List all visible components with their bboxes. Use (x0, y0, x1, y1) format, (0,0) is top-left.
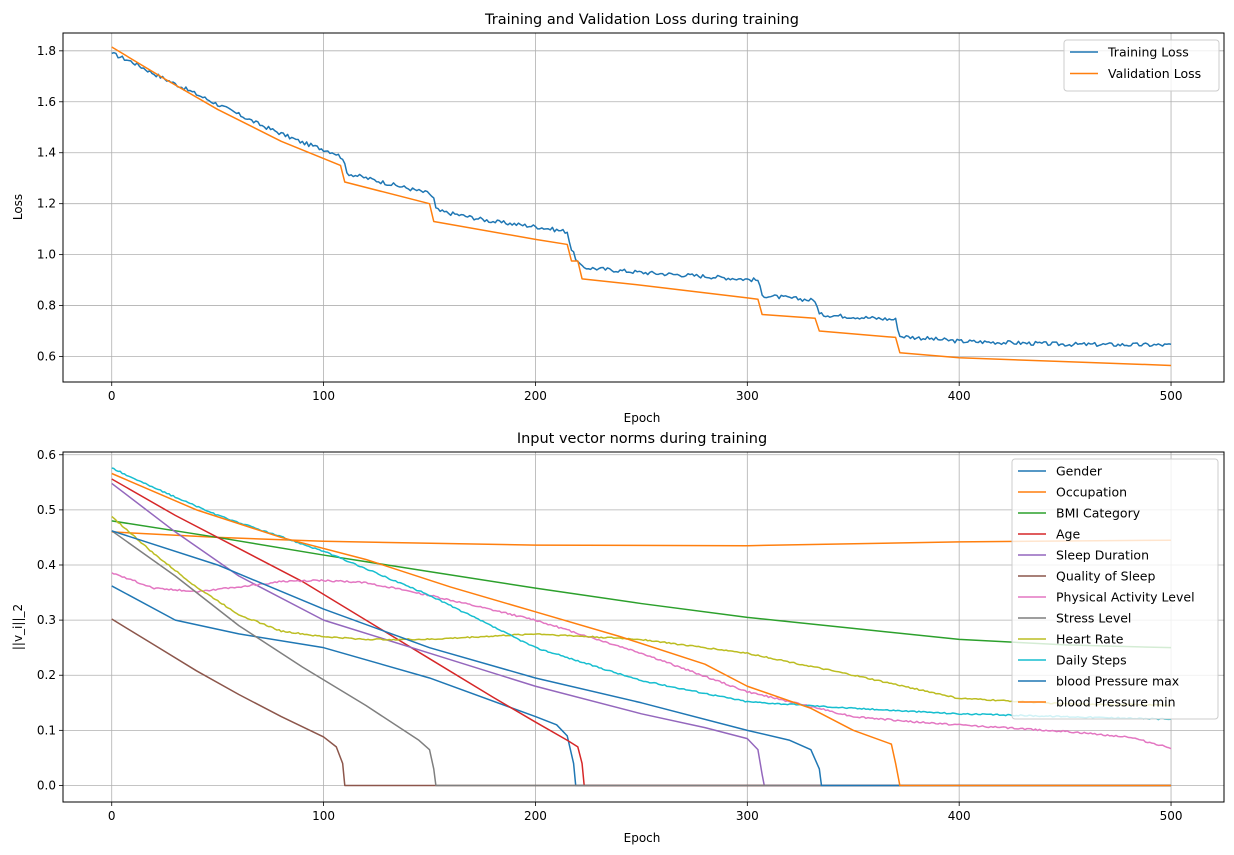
legend-label: Training Loss (1107, 45, 1189, 60)
y-tick-label: 0.0 (37, 778, 56, 792)
loss-chart-legend: Training Loss Validation Loss (1063, 39, 1220, 92)
series-line (111, 618, 1172, 787)
legend-label: Quality of Sleep (1056, 569, 1155, 584)
norms-chart-title: Input vector norms during training (517, 431, 767, 447)
norms-chart-frame (62, 451, 1225, 803)
x-tick-label: 500 (1160, 389, 1183, 403)
series-line (111, 472, 1172, 787)
series-line (111, 46, 1172, 367)
loss-chart-ylabel: Loss (11, 194, 25, 220)
y-tick-label: 0.4 (37, 558, 56, 572)
series-line (111, 530, 1172, 787)
series-line (111, 51, 1172, 348)
loss-chart: Training and Validation Loss during trai… (11, 12, 1225, 425)
series-line (111, 482, 1172, 787)
norms-chart-xlabel: Epoch (624, 831, 661, 845)
y-tick-label: 0.6 (37, 448, 56, 462)
y-tick-label: 1.6 (37, 95, 56, 109)
series-line (111, 515, 1172, 707)
x-tick-label: 0 (108, 389, 116, 403)
y-tick-label: 0.3 (37, 613, 56, 627)
y-tick-label: 0.2 (37, 668, 56, 682)
series-line (111, 572, 1172, 750)
legend-label: blood Pressure min (1056, 695, 1176, 710)
x-tick-label: 200 (524, 809, 547, 823)
legend-label: Occupation (1056, 485, 1127, 500)
series-line (111, 478, 1172, 787)
legend-box (1011, 458, 1219, 720)
x-tick-label: 400 (948, 809, 971, 823)
series-line (111, 520, 1172, 649)
y-tick-label: 0.8 (37, 299, 56, 313)
legend-label: Physical Activity Level (1056, 590, 1195, 605)
legend-label: Heart Rate (1056, 632, 1124, 647)
y-tick-label: 0.6 (37, 350, 56, 364)
loss-chart-title: Training and Validation Loss during trai… (484, 12, 799, 28)
loss-chart-frame (62, 32, 1225, 383)
loss-chart-xlabel: Epoch (624, 411, 661, 425)
norms-chart: Input vector norms during training 0 100 2… (11, 431, 1225, 845)
norms-chart-legend: Gender Occupation BMI Category Age Sleep Dur… (1011, 458, 1219, 720)
legend-label: BMI Category (1056, 506, 1141, 521)
y-tick-label: 1.2 (37, 197, 56, 211)
legend-label: blood Pressure max (1056, 674, 1179, 689)
x-tick-label: 100 (312, 809, 335, 823)
y-tick-label: 1.8 (37, 44, 56, 58)
legend-box (1063, 39, 1220, 92)
y-tick-label: 0.5 (37, 503, 56, 517)
y-tick-label: 1.4 (37, 146, 56, 160)
y-tick-label: 0.1 (37, 723, 56, 737)
x-tick-label: 500 (1160, 809, 1183, 823)
x-tick-label: 200 (524, 389, 547, 403)
x-tick-label: 300 (736, 809, 759, 823)
legend-label: Sleep Duration (1056, 548, 1149, 563)
x-tick-label: 400 (948, 389, 971, 403)
legend-label: Gender (1056, 464, 1103, 479)
legend-label: Stress Level (1056, 611, 1131, 626)
y-tick-label: 1.0 (37, 248, 56, 262)
x-tick-label: 0 (108, 809, 116, 823)
x-tick-label: 300 (736, 389, 759, 403)
norms-chart-ylabel: ||v_i||_2 (11, 604, 25, 650)
series-line (111, 530, 1172, 787)
legend-label: Daily Steps (1056, 653, 1127, 668)
legend-label: Validation Loss (1108, 66, 1201, 81)
series-line (111, 585, 1172, 787)
legend-label: Age (1056, 527, 1080, 542)
x-tick-label: 100 (312, 389, 335, 403)
